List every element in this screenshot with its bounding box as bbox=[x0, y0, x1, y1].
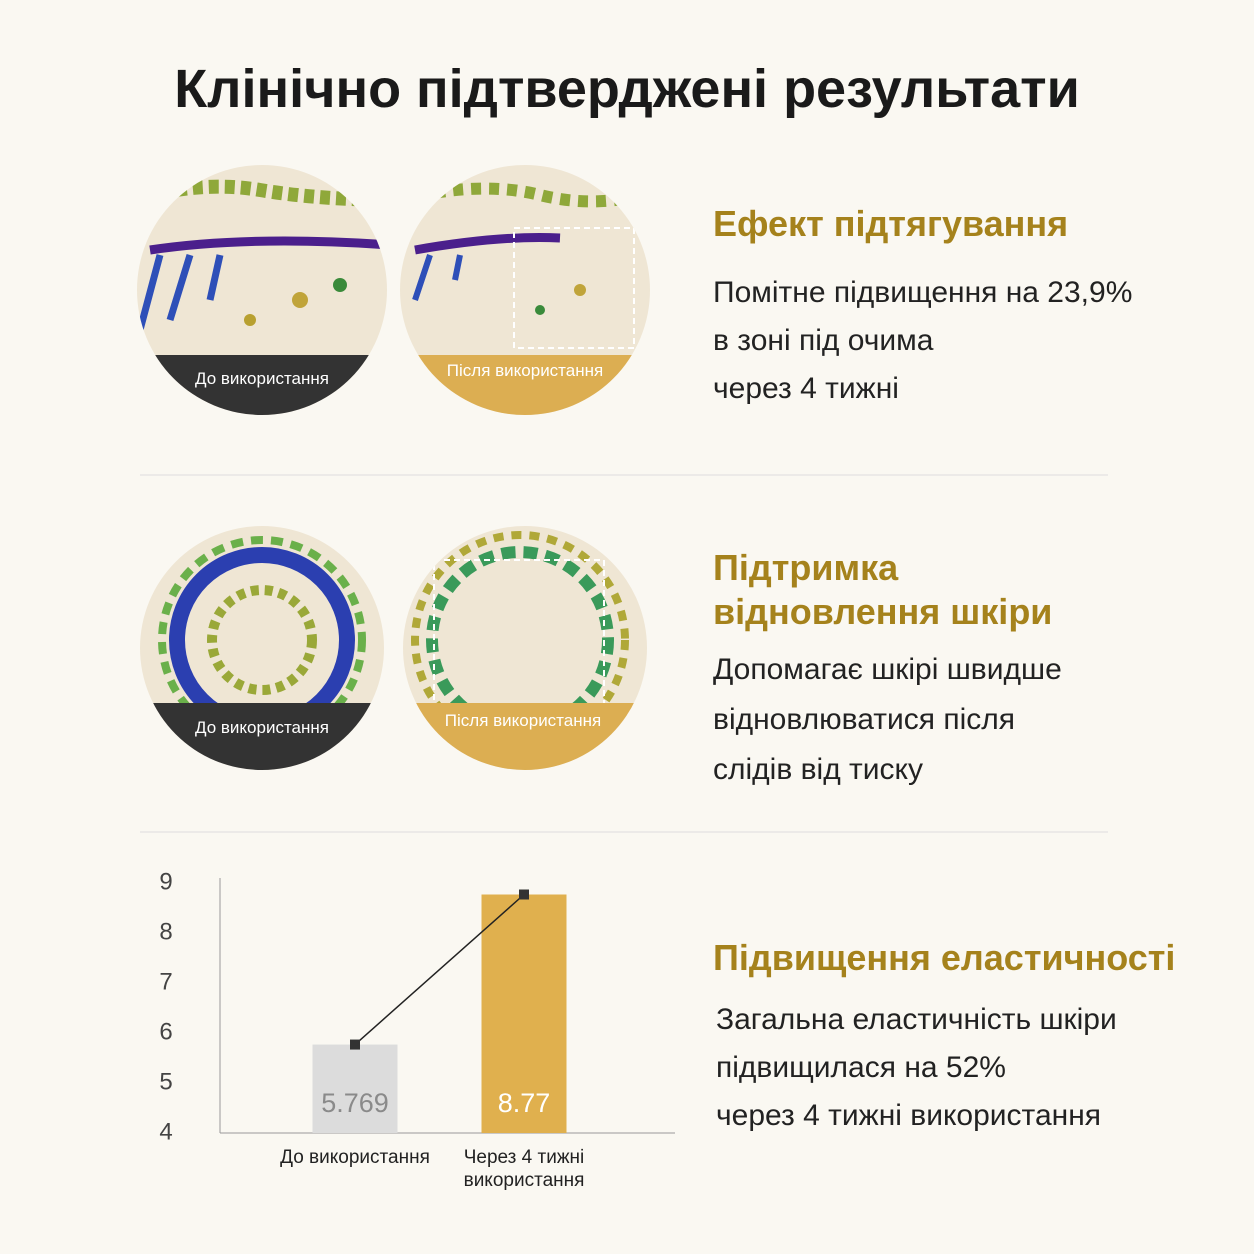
after-image bbox=[403, 526, 647, 770]
y-tick-label: 9 bbox=[159, 868, 172, 895]
before-image bbox=[140, 526, 384, 770]
body-line: відновлюватися після bbox=[713, 703, 1015, 736]
after-image bbox=[400, 165, 650, 415]
bar bbox=[481, 894, 567, 1133]
y-tick-label: 4 bbox=[159, 1118, 172, 1145]
y-tick-label: 7 bbox=[159, 968, 172, 995]
point-marker bbox=[350, 1039, 360, 1050]
x-tick-label: До використання bbox=[280, 1147, 430, 1168]
body-line: в зоні під очима bbox=[713, 324, 934, 357]
y-tick-label: 5 bbox=[159, 1068, 172, 1095]
y-tick-label: 8 bbox=[159, 918, 172, 945]
after-label: Після використання bbox=[444, 711, 602, 730]
before-label: До використання bbox=[195, 369, 329, 388]
value-label: 5.769 bbox=[321, 1088, 389, 1118]
title: Клінічно підтверджені результати bbox=[174, 59, 1080, 119]
y-tick-label: 6 bbox=[159, 1018, 172, 1045]
body-line: слідів від тиску bbox=[713, 753, 924, 786]
section-heading: Підвищення еластичності bbox=[713, 937, 1176, 978]
body-line: Допомагає шкірі швидше bbox=[713, 653, 1062, 686]
body-line: Загальна еластичність шкіри bbox=[716, 1003, 1117, 1036]
section-heading: Ефект підтягування bbox=[713, 203, 1069, 244]
value-label: 8.77 bbox=[498, 1088, 551, 1118]
body-line: Помітне підвищення на 23,9% bbox=[713, 276, 1133, 309]
bar bbox=[312, 1044, 398, 1133]
section-heading: Підтримка відновлення шкіри bbox=[713, 547, 1053, 632]
body-line: через 4 тижні використання bbox=[716, 1099, 1102, 1132]
before-label: До використання bbox=[195, 718, 329, 737]
point-marker bbox=[519, 889, 529, 900]
body-line: через 4 тижні bbox=[713, 372, 899, 405]
connector-line bbox=[354, 893, 525, 1046]
x-tick-label: Через 4 тижні використання bbox=[463, 1147, 585, 1191]
body-line: підвищилася на 52% bbox=[716, 1051, 1006, 1084]
after-label: Після використання bbox=[446, 361, 604, 380]
